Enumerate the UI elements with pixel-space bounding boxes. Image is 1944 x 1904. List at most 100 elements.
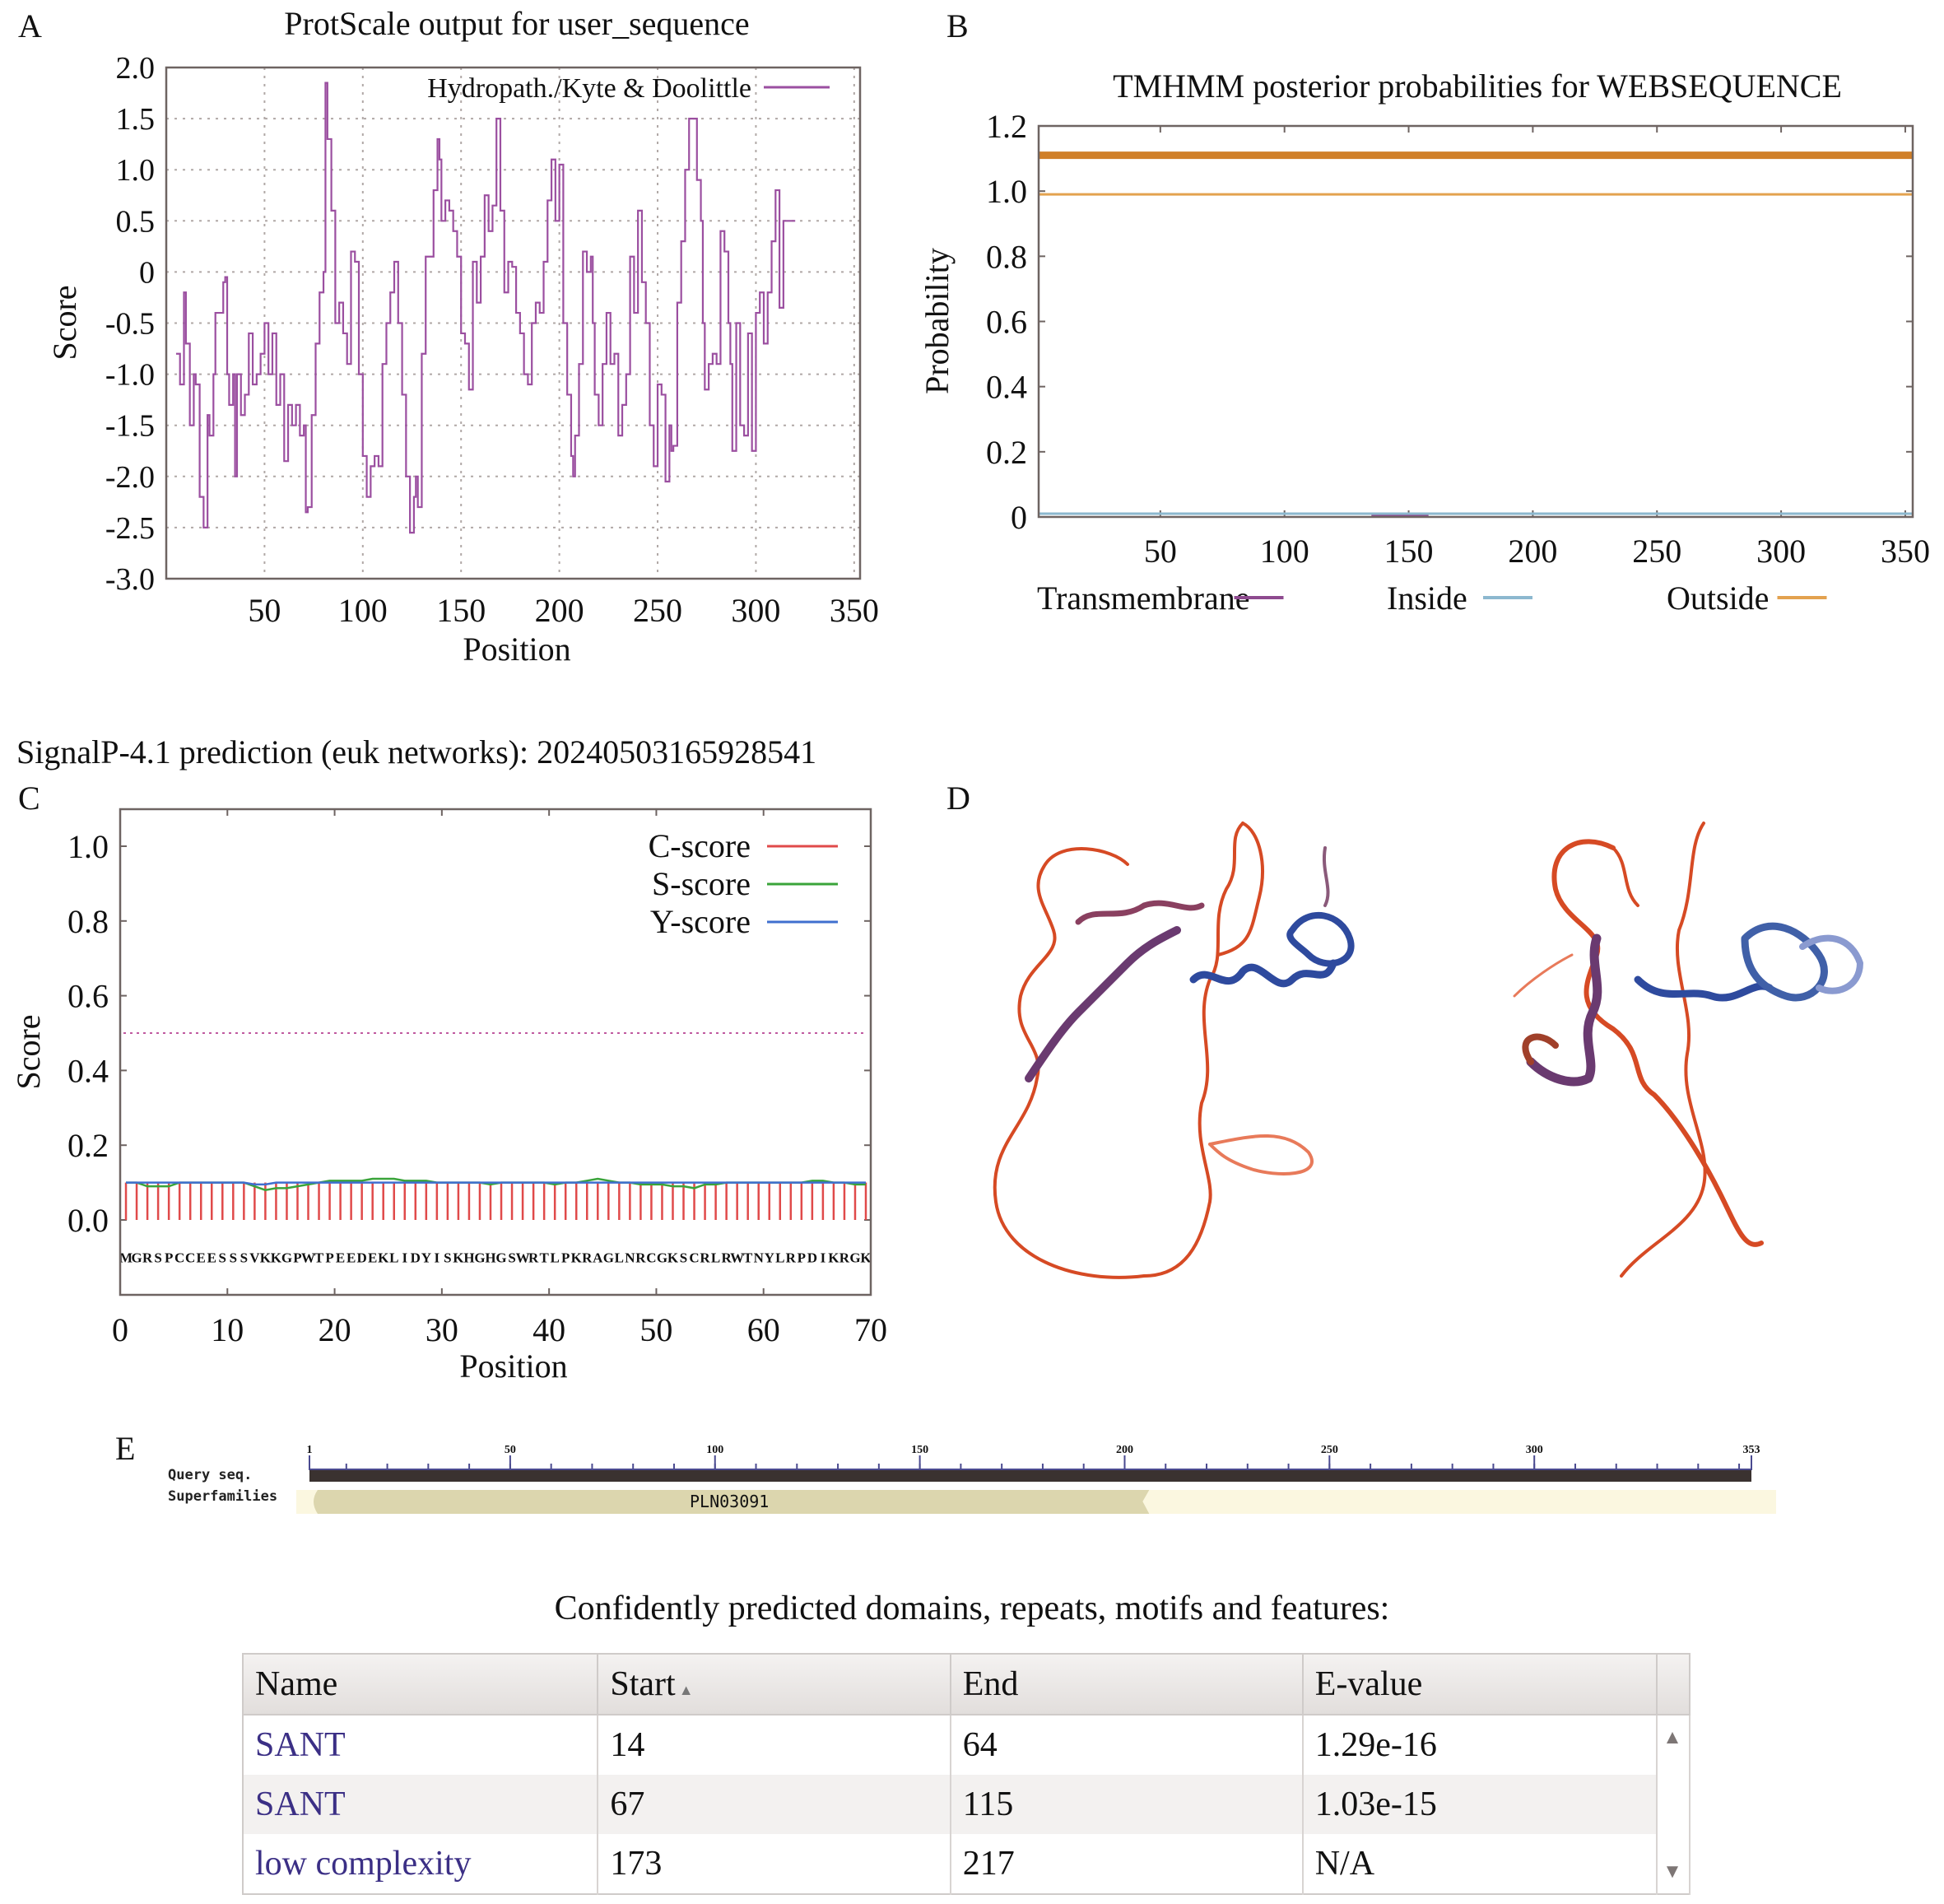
sequence-residue: E — [346, 1250, 356, 1265]
sequence-residue: K — [378, 1250, 389, 1265]
signalp-header: SignalP-4.1 prediction (euk networks): 2… — [16, 733, 817, 770]
column-header-end[interactable]: End — [950, 1654, 1304, 1715]
domain-evalue: 1.03e-15 — [1302, 1775, 1658, 1834]
sequence-residue: K — [667, 1250, 679, 1265]
sequence-residue: K — [260, 1250, 272, 1265]
sequence-residue: T — [539, 1250, 549, 1265]
x-tick-labels: 50 100 150 200 250 300 350 — [1144, 126, 1930, 570]
y-tick-label: -1.5 — [105, 409, 155, 444]
sequence-residue: S — [444, 1250, 451, 1265]
c-score-bars — [124, 1182, 867, 1220]
sequence-residue: G — [495, 1250, 506, 1265]
legend-label-c-score: C-score — [649, 827, 751, 864]
superfamily-bar-pln03091[interactable] — [314, 1490, 1150, 1514]
domain-start: 67 — [598, 1775, 951, 1834]
sequence-residue: C — [646, 1250, 656, 1265]
table-title: Confidently predicted domains, repeats, … — [554, 1590, 1390, 1627]
sequence-residue: R — [582, 1250, 593, 1265]
x-tick-label: 30 — [426, 1311, 458, 1348]
x-tick-label: 150 — [1384, 533, 1434, 570]
protein-structure-view-2 — [1513, 822, 1863, 1278]
scrollbar[interactable]: ▲ ▼ — [1657, 1715, 1691, 1894]
legend: Transmembrane Inside Outside — [1037, 580, 1827, 617]
scroll-down-icon[interactable]: ▼ — [1663, 1861, 1682, 1883]
sort-ascending-icon[interactable]: ▲ — [678, 1682, 694, 1698]
ruler-label: 50 — [505, 1444, 516, 1456]
sequence-residue: L — [550, 1250, 559, 1265]
x-tick-label: 40 — [533, 1311, 565, 1348]
table-row: SANT 67 115 1.03e-15 — [243, 1775, 1690, 1834]
x-tick-label: 250 — [1632, 533, 1681, 570]
sequence-residue: L — [711, 1250, 720, 1265]
x-tick-label: 50 — [639, 1311, 672, 1348]
sequence-residue: C — [689, 1250, 699, 1265]
sequence-residue: W — [301, 1250, 315, 1265]
sequence-residue: E — [368, 1250, 377, 1265]
sequence-residue: L — [389, 1250, 398, 1265]
sequence-residue: C — [174, 1250, 184, 1265]
signalp-chart: 0.00.20.40.60.81.0 0 10 20 30 40 50 60 70 MG R S P… — [10, 808, 887, 1385]
s-score-line — [126, 1177, 866, 1191]
ruler-label: 250 — [1321, 1444, 1338, 1456]
sequence-residue: K — [453, 1250, 464, 1265]
y-tick-labels: 2.0 1.5 1.0 0.5 0 -0.5 -1.0 -1.5 -2.0 -2.5 -3.0 — [105, 51, 155, 597]
y-tick-label: -0.5 — [105, 307, 155, 342]
sequence-residue: H — [485, 1250, 495, 1265]
y-tick-label: 0.4 — [986, 369, 1027, 406]
sequence-residue: K — [860, 1250, 872, 1265]
sequence-residue: G — [657, 1250, 667, 1265]
y-tick-label: 0 — [1011, 499, 1027, 536]
scroll-up-icon[interactable]: ▲ — [1663, 1727, 1682, 1748]
x-tick-label: 300 — [1756, 533, 1806, 570]
domains-table: Name Start ▲ End E-value SANT 14 64 1.29e… — [242, 1653, 1691, 1895]
sequence-residue: S — [230, 1250, 237, 1265]
table-header: Name Start ▲ End E-value — [243, 1654, 1691, 1715]
domain-end: 217 — [950, 1834, 1304, 1894]
plot-frame — [119, 808, 872, 1296]
table-row: SANT 14 64 1.29e-16 ▲ ▼ — [243, 1715, 1691, 1894]
sequence-residue: P — [798, 1250, 806, 1265]
sequence-residue: R — [142, 1250, 153, 1265]
domain-name-link[interactable]: SANT — [243, 1775, 599, 1834]
sequence-residue: P — [165, 1250, 173, 1265]
y-score-line — [126, 1181, 866, 1186]
tmhmm-chart: TMHMM posterior probabilities for WEBSEQ… — [919, 68, 1930, 617]
domain-name-link[interactable]: low complexity — [243, 1834, 599, 1894]
column-header-evalue[interactable]: E-value — [1302, 1654, 1658, 1715]
sequence-residue: S — [680, 1250, 687, 1265]
x-tick-label: 150 — [436, 592, 486, 629]
sequence-residue: H — [463, 1250, 474, 1265]
sequence-residue: G — [603, 1250, 614, 1265]
domain-start: 173 — [598, 1834, 951, 1894]
y-tick-label: -2.0 — [105, 460, 155, 495]
x-tick-label: 0 — [112, 1311, 128, 1348]
protein-structure-view-1 — [993, 822, 1355, 1279]
sequence-residue: G — [131, 1250, 142, 1265]
y-tick-label: -3.0 — [105, 562, 155, 597]
ruler-label: 200 — [1116, 1444, 1133, 1456]
sequence-residue: G — [474, 1250, 485, 1265]
y-tick-label: -2.5 — [105, 511, 155, 546]
sequence-residue: Y — [765, 1250, 774, 1265]
plot-frame — [165, 66, 862, 580]
legend-label-transmembrane: Transmembrane — [1037, 580, 1249, 617]
domain-track: PLN03091 1 50 100 150 200 250 300 353 — [296, 1444, 1776, 1514]
legend-label-outside: Outside — [1667, 580, 1769, 617]
ruler-label: 150 — [911, 1444, 928, 1456]
sequence-residue: R — [839, 1250, 850, 1265]
y-tick-labels: 0 0.2 0.4 0.6 0.8 1.0 1.2 — [986, 108, 1913, 536]
domain-name-link[interactable]: SANT — [243, 1715, 599, 1775]
column-header-start[interactable]: Start ▲ — [598, 1654, 951, 1715]
x-tick-label: 250 — [633, 592, 682, 629]
ruler-label: 100 — [706, 1444, 723, 1456]
scrollbar-header — [1657, 1654, 1691, 1715]
y-tick-label: 1.0 — [116, 153, 156, 188]
chart-title: ProtScale output for user_sequence — [284, 5, 749, 42]
sequence-residue: R — [528, 1250, 539, 1265]
panel-label-c: C — [18, 780, 40, 817]
legend-label: Hydropath./Kyte & Doolittle — [427, 73, 751, 104]
ruler-label: 353 — [1743, 1444, 1760, 1456]
panel-label-e: E — [115, 1430, 136, 1467]
column-header-name[interactable]: Name — [243, 1654, 599, 1715]
